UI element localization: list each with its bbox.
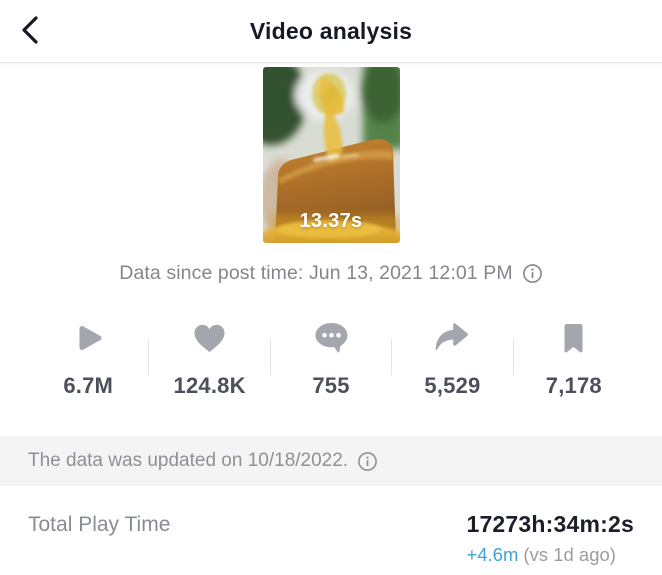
bookmark-icon [561, 320, 586, 356]
stat-bookmarks-value: 7,178 [545, 373, 602, 398]
heart-icon [191, 320, 228, 356]
header: Video analysis [0, 0, 662, 63]
video-thumbnail[interactable]: 13.37s [262, 67, 400, 243]
total-play-time-value: 17273h:34m:2s [466, 511, 634, 537]
total-play-time-row: Total Play Time 17273h:34m:2s +4.6m (vs … [0, 486, 662, 566]
stat-comments: 755 [271, 320, 391, 399]
update-banner: The data was updated on 10/18/2022. [0, 436, 662, 486]
total-play-time-label: Total Play Time [28, 513, 171, 536]
stat-plays: 6.7M [28, 320, 148, 399]
stat-shares: 5,529 [392, 320, 512, 399]
stat-plays-value: 6.7M [63, 373, 114, 398]
video-thumbnail-art [262, 67, 400, 243]
post-time-info-icon[interactable] [522, 263, 543, 284]
page-title: Video analysis [249, 17, 413, 44]
video-stats-row: 6.7M 124.8K 755 5,529 [0, 320, 662, 399]
stat-bookmarks: 7,178 [514, 320, 634, 399]
share-icon [434, 320, 470, 356]
post-time-row: Data since post time: Jun 13, 2021 12:01… [0, 262, 662, 285]
comment-icon [313, 320, 350, 356]
stat-likes: 124.8K [149, 320, 269, 399]
update-banner-info-icon[interactable] [357, 451, 378, 472]
delta-context: (vs 1d ago) [523, 544, 616, 565]
play-icon [72, 320, 104, 356]
back-button[interactable] [8, 9, 52, 53]
divider [512, 339, 514, 375]
divider [148, 339, 150, 375]
stat-likes-value: 124.8K [173, 373, 246, 398]
stat-shares-value: 5,529 [424, 373, 481, 398]
post-time-text: Data since post time: Jun 13, 2021 12:01… [119, 262, 513, 284]
divider [269, 339, 271, 375]
video-duration: 13.37s [299, 210, 363, 232]
total-play-time-delta-line: +4.6m (vs 1d ago) [466, 544, 615, 566]
chevron-left-icon [17, 13, 43, 50]
divider [391, 339, 393, 375]
total-play-time-values: 17273h:34m:2s +4.6m (vs 1d ago) [466, 511, 634, 566]
update-banner-text: The data was updated on 10/18/2022. [28, 450, 349, 471]
delta-value: +4.6m [466, 544, 519, 565]
stat-comments-value: 755 [312, 373, 350, 398]
